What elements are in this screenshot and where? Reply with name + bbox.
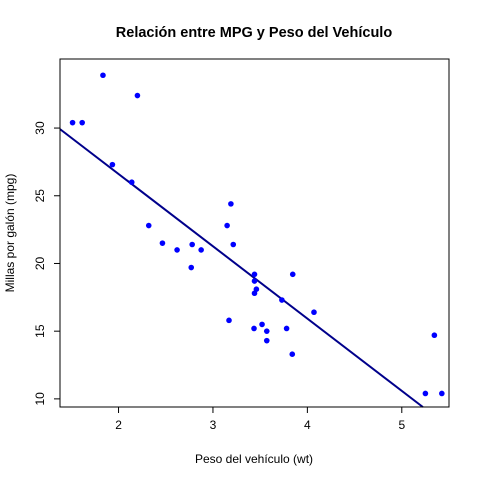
data-point: [284, 326, 290, 332]
x-tick-label: 3: [210, 418, 217, 432]
plot-frame: [60, 59, 449, 407]
data-point: [79, 120, 85, 126]
points-layer: [70, 72, 445, 396]
y-axis-label: Millas por galón (mpg): [3, 174, 17, 293]
data-point: [264, 338, 270, 344]
y-tick-label: 10: [33, 392, 47, 406]
data-point: [189, 242, 195, 248]
y-axis: 10 15 20 25 30: [33, 121, 60, 405]
data-point: [129, 179, 135, 185]
data-point: [188, 265, 194, 271]
data-point: [228, 201, 234, 207]
x-tick-label: 2: [115, 418, 122, 432]
x-axis: 2 3 4 5: [115, 407, 405, 432]
data-point: [230, 242, 236, 248]
data-point: [252, 290, 258, 296]
x-axis-label: Peso del vehículo (wt): [195, 452, 313, 466]
plot-area: [60, 59, 449, 407]
regression-layer: [60, 129, 423, 407]
chart-title: Relación entre MPG y Peso del Vehículo: [116, 25, 393, 41]
y-tick-label: 15: [33, 324, 47, 338]
data-point: [432, 332, 438, 338]
data-point: [259, 322, 265, 328]
data-point: [226, 318, 232, 324]
data-point: [70, 120, 76, 126]
data-point: [264, 328, 270, 334]
x-tick-label: 4: [304, 418, 311, 432]
data-point: [289, 351, 295, 357]
y-tick-label: 30: [33, 121, 47, 135]
data-point: [146, 223, 152, 229]
data-point: [279, 297, 285, 303]
data-point: [252, 278, 258, 284]
regression-line: [60, 129, 423, 407]
data-point: [311, 309, 317, 315]
y-tick-label: 20: [33, 256, 47, 270]
data-point: [252, 271, 258, 277]
data-point: [423, 391, 429, 397]
data-point: [290, 271, 296, 277]
data-point: [135, 93, 141, 99]
data-point: [100, 72, 106, 78]
y-tick-label: 25: [33, 189, 47, 203]
data-point: [224, 223, 230, 229]
data-point: [110, 162, 116, 168]
data-point: [174, 247, 180, 253]
data-point: [251, 326, 257, 332]
data-point: [198, 247, 204, 253]
data-point: [439, 391, 445, 397]
x-tick-label: 5: [398, 418, 405, 432]
data-point: [160, 240, 166, 246]
